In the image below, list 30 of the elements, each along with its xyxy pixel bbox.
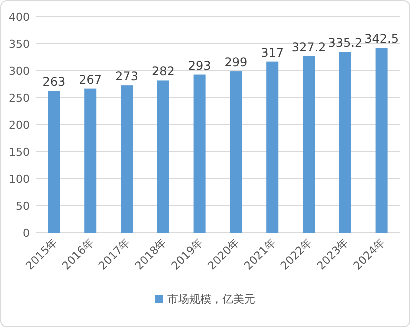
data-label: 293 bbox=[188, 58, 212, 73]
data-label: 282 bbox=[152, 64, 175, 79]
y-tick-label: 0 bbox=[23, 227, 30, 240]
y-tick-label: 300 bbox=[9, 65, 30, 78]
y-tick-label: 350 bbox=[9, 38, 30, 51]
data-label: 335.2 bbox=[328, 36, 363, 50]
data-label: 342.5 bbox=[364, 32, 399, 46]
bar bbox=[120, 86, 134, 233]
y-tick-label: 150 bbox=[9, 146, 30, 159]
data-label: 299 bbox=[224, 56, 248, 70]
bar bbox=[194, 74, 206, 233]
data-label: 267 bbox=[79, 72, 102, 87]
bar bbox=[266, 62, 279, 233]
y-tick-label: 200 bbox=[9, 119, 30, 132]
bar bbox=[157, 80, 170, 233]
data-label: 263 bbox=[42, 74, 66, 89]
data-label: 317 bbox=[261, 46, 284, 60]
y-tick-label: 250 bbox=[9, 92, 30, 105]
bar bbox=[84, 88, 97, 233]
data-label: 327.2 bbox=[292, 40, 326, 54]
bar bbox=[376, 48, 388, 233]
y-tick-label: 400 bbox=[9, 11, 30, 24]
y-tick-label: 100 bbox=[9, 173, 30, 186]
bar bbox=[302, 56, 316, 233]
bar bbox=[339, 52, 352, 233]
y-tick-label: 50 bbox=[16, 200, 30, 213]
bar bbox=[230, 72, 242, 233]
data-label: 273 bbox=[116, 70, 138, 84]
bar bbox=[48, 90, 60, 233]
legend-label: 市场规模，亿美元 bbox=[168, 293, 256, 306]
